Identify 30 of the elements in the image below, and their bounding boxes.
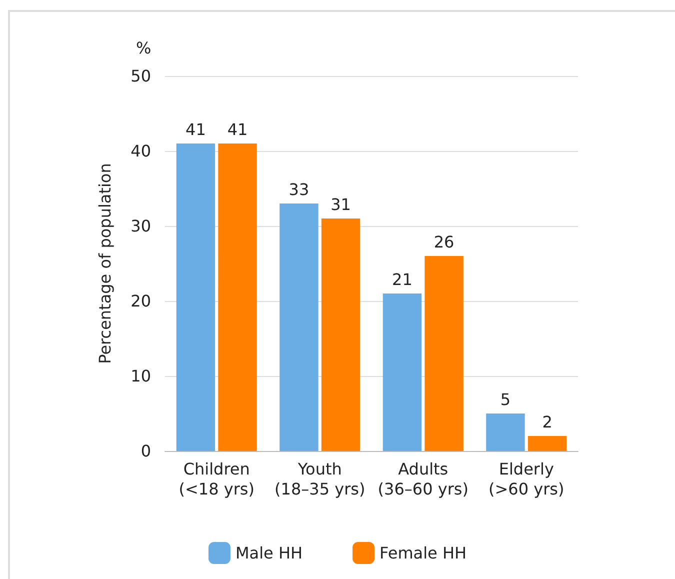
x-tick-label: Youth (18–35 yrs) [274, 460, 366, 498]
y-tick-label: 10 [130, 366, 151, 386]
x-tick-label: Children (<18 yrs) [178, 460, 254, 498]
data-label: 33 [288, 180, 310, 199]
y-tick-label: 20 [130, 292, 151, 310]
data-label: 41 [186, 120, 206, 139]
y-tick-label: 0 [140, 442, 151, 460]
legend-label: Male HH [235, 544, 303, 562]
y-axis-title: Percentage of population [96, 163, 114, 364]
data-label: 26 [434, 232, 454, 252]
y-tick-label: 30 [130, 216, 151, 236]
bar [280, 204, 318, 451]
bar [321, 218, 360, 451]
x-tick-label: Elderly (>60 yrs) [488, 460, 564, 498]
bar [528, 436, 567, 451]
x-tick-label: Adults (36–60 yrs) [378, 460, 468, 498]
bar [424, 256, 464, 451]
bar [218, 144, 257, 451]
data-label: 2 [542, 412, 552, 432]
data-label: 5 [500, 390, 511, 409]
bar [382, 294, 422, 451]
bar [176, 144, 216, 451]
legend-label: Female HH [380, 544, 467, 562]
data-label: 21 [392, 270, 412, 289]
bar [486, 414, 525, 451]
data-label: 41 [227, 120, 248, 139]
text: % [136, 38, 152, 58]
y-tick-label: 50 [130, 66, 151, 86]
data-label: 31 [330, 195, 351, 214]
y-tick-label: 40 [130, 142, 151, 160]
